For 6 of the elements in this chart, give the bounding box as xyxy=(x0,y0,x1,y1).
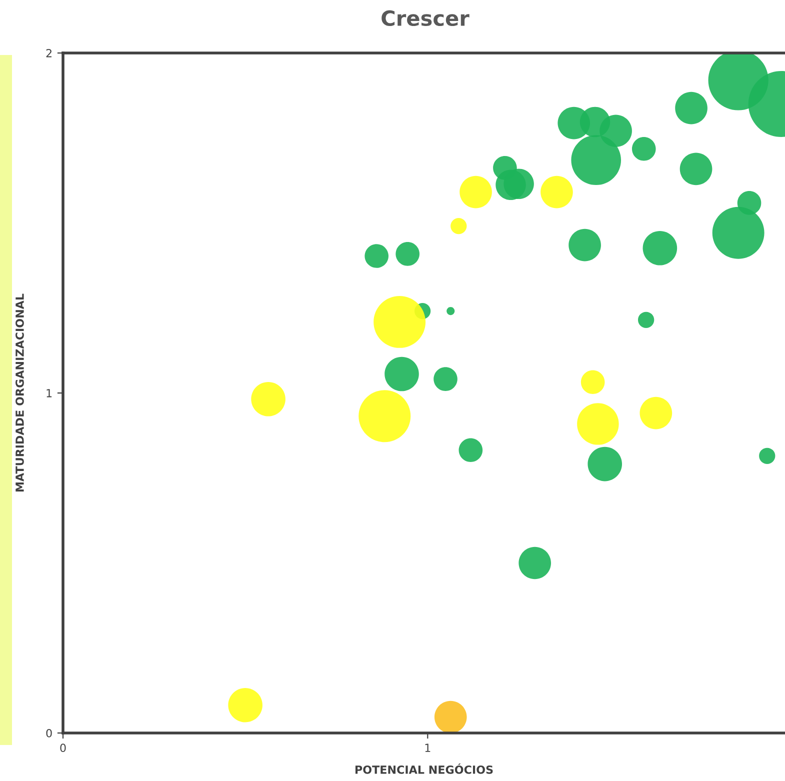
y-tick-label: 0 xyxy=(46,728,52,738)
y-tick-label: 2 xyxy=(46,48,52,58)
chart-title: Crescer xyxy=(382,10,470,26)
x-axis-title: POTENCIAL NEGÓCIOS xyxy=(355,763,493,774)
y-tick-label: 1 xyxy=(46,389,52,398)
y-axis-title: MATURIDADE ORGANIZACIONAL xyxy=(16,294,24,492)
